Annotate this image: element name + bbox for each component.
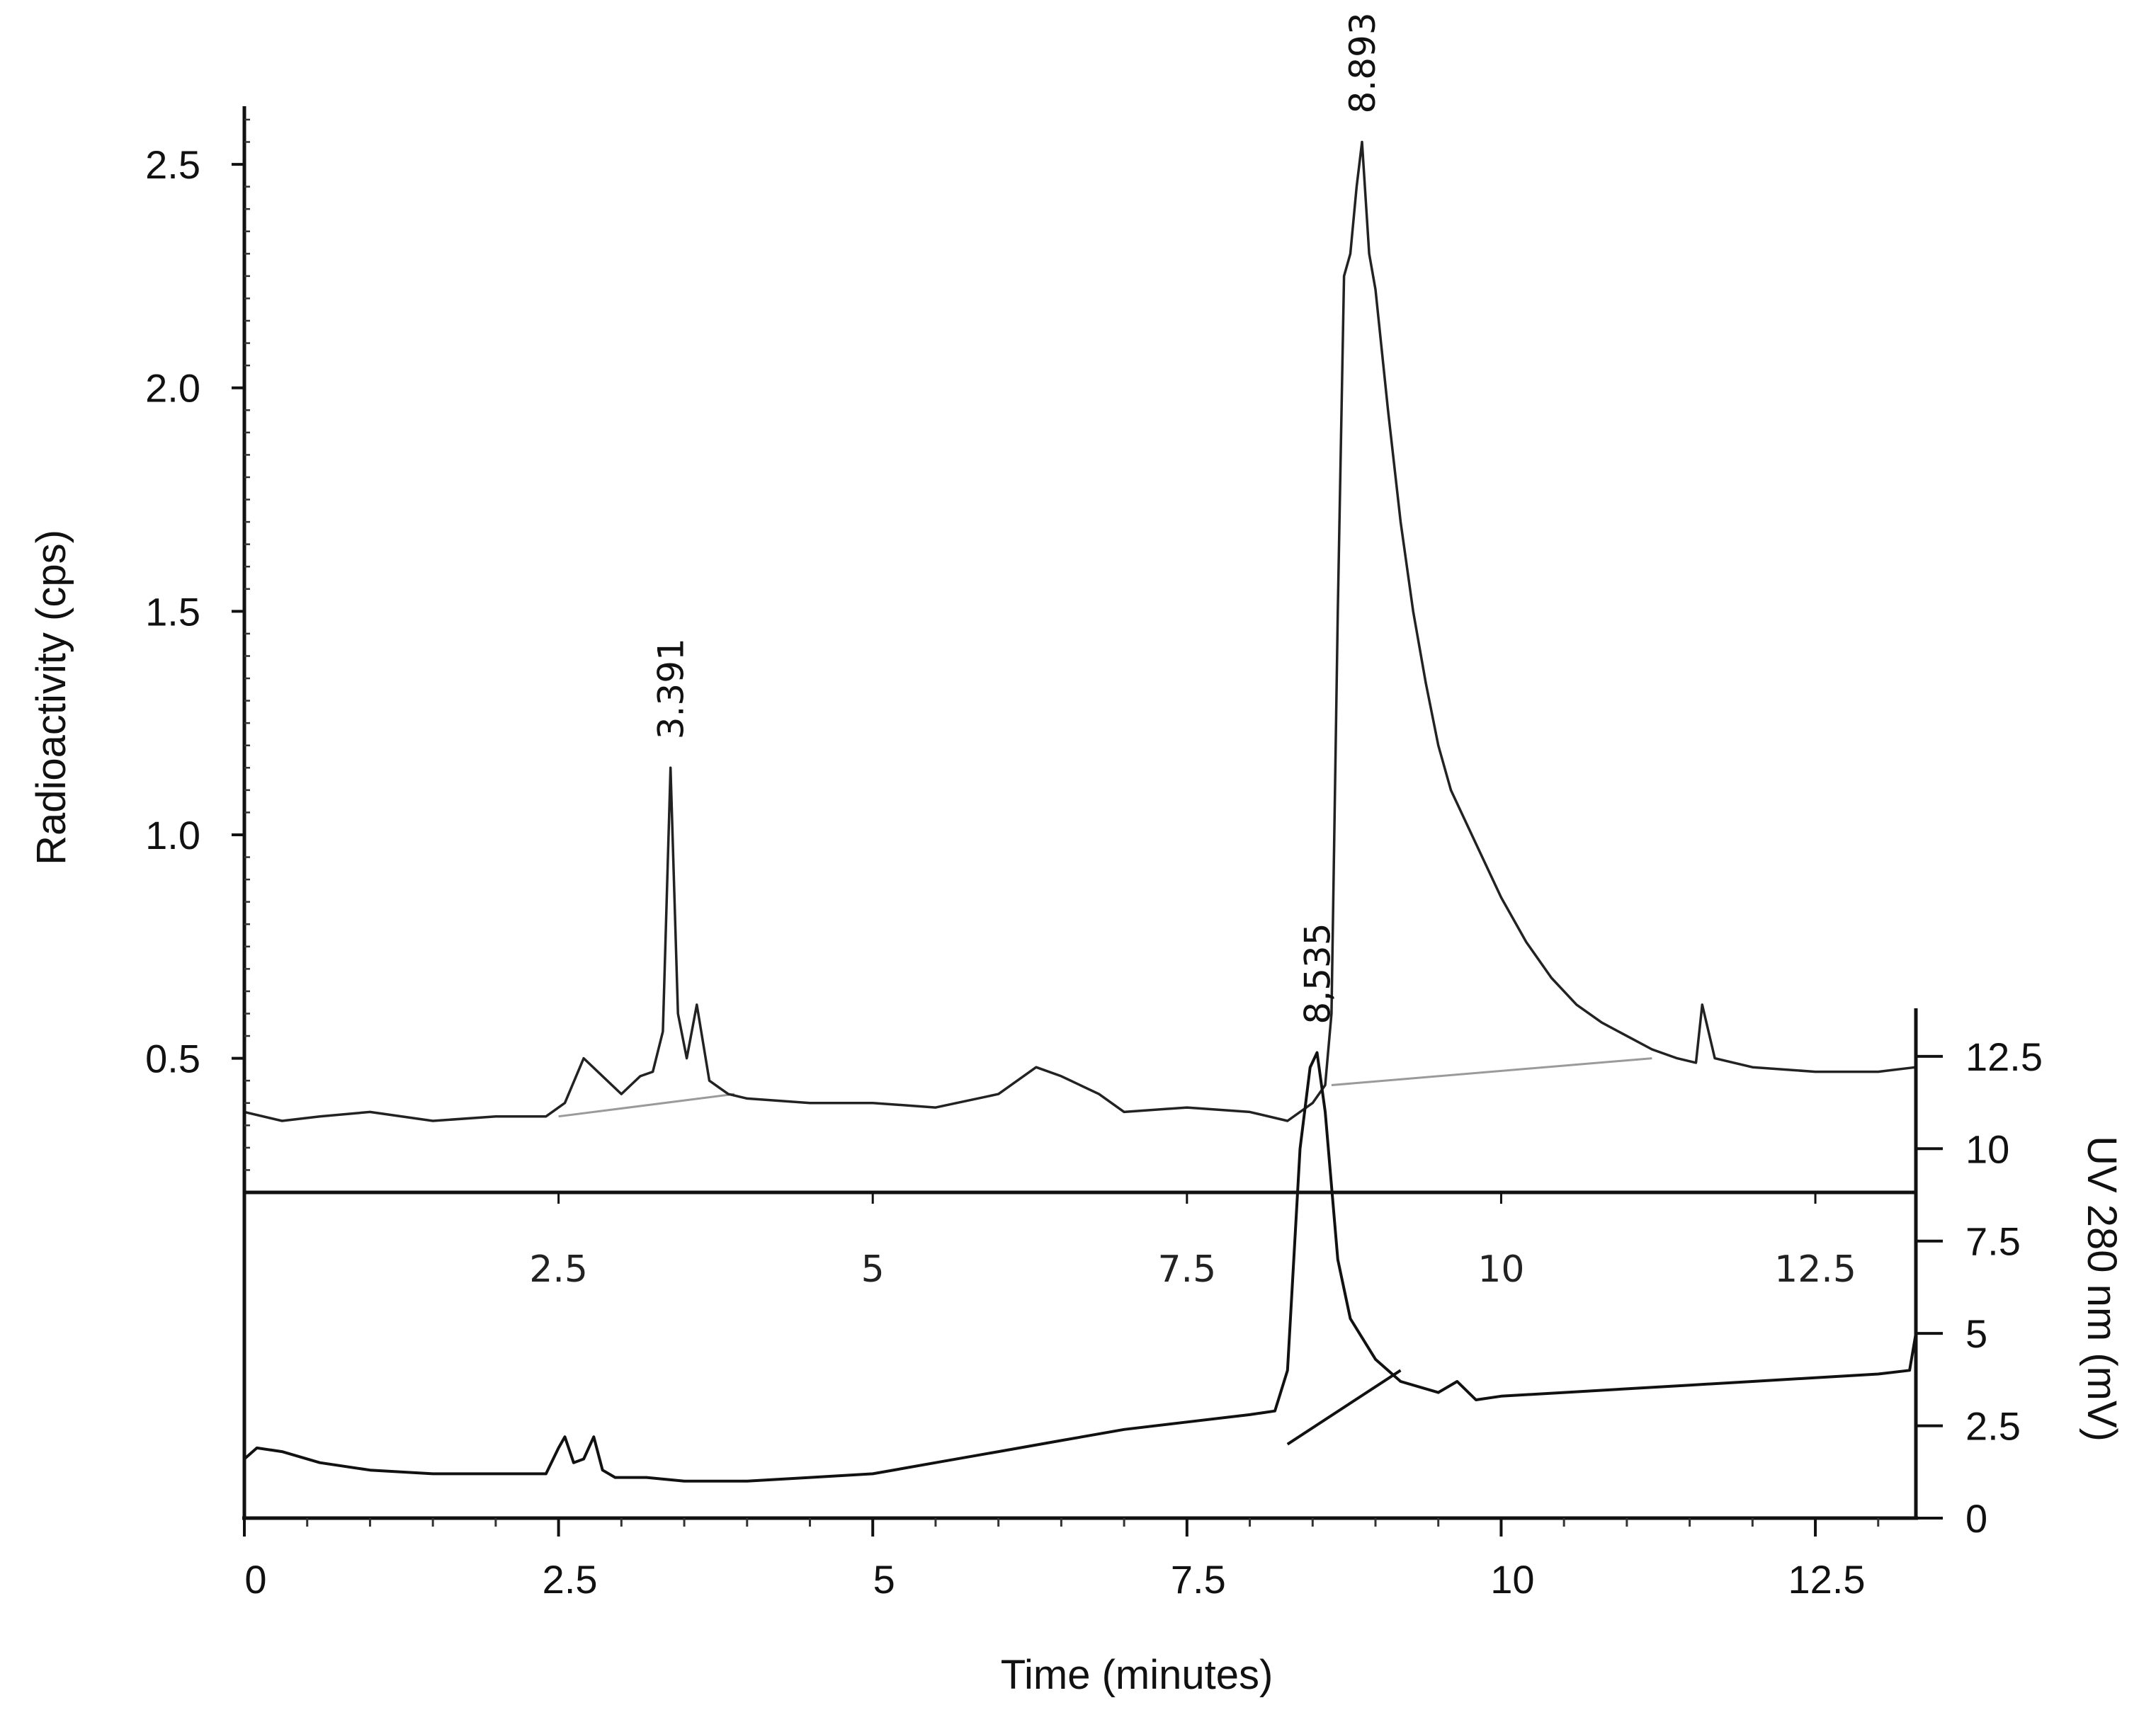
radioactivity-trace: [244, 140, 1917, 1122]
right-tick-label: 7.5: [1965, 1219, 2021, 1264]
left-tick-label: 2.0: [145, 366, 200, 411]
peak-label: 3.391: [651, 638, 692, 739]
uv-trace: [243, 1051, 1917, 1483]
baseline-line: [1286, 1369, 1402, 1446]
peak-label: 8,535: [1297, 923, 1338, 1024]
right-tick-label: 12.5: [1965, 1034, 2043, 1079]
left-tick-label: 0.5: [145, 1037, 200, 1081]
inner-time-label: 5: [861, 1248, 885, 1291]
left-tick-label: 1.5: [145, 589, 200, 634]
inner-time-label: 12.5: [1774, 1248, 1856, 1291]
ticks-group: [232, 118, 1943, 1537]
labels-group: 0.5 1.0 1.5 2.0 2.5 0 2.5 5 7.5 10 12.5 0 2.5 5 7.5 10 1…: [28, 12, 2125, 1698]
bottom-tick-label: 10: [1490, 1557, 1534, 1602]
bottom-tick-label: 2.5: [543, 1557, 598, 1602]
left-axis-title: Radioactivity (cps): [28, 530, 74, 865]
inner-time-label: 10: [1477, 1248, 1524, 1291]
series-group: [243, 140, 1917, 1483]
inner-time-label: 2.5: [529, 1248, 588, 1291]
right-tick-label: 5: [1965, 1311, 1987, 1356]
inner-time-label: 7.5: [1157, 1248, 1216, 1291]
right-tick-label: 2.5: [1965, 1404, 2021, 1449]
baseline-line: [1331, 1057, 1652, 1086]
bottom-tick-label: 12.5: [1788, 1557, 1866, 1602]
bottom-tick-label: 7.5: [1171, 1557, 1226, 1602]
bottom-tick-label: 5: [873, 1557, 895, 1602]
right-axis-title: UV 280 nm (mV): [2079, 1136, 2125, 1442]
peak-label: 8.893: [1342, 12, 1383, 113]
bottom-tick-label: 0: [244, 1557, 266, 1602]
left-tick-label: 1.0: [145, 813, 200, 857]
baseline-line: [558, 1093, 735, 1118]
left-tick-label: 2.5: [145, 142, 200, 187]
x-axis-title: Time (minutes): [1001, 1652, 1273, 1698]
baseline-group: [558, 1057, 1652, 1446]
right-tick-label: 0: [1965, 1496, 1987, 1541]
right-tick-label: 10: [1965, 1127, 2009, 1171]
